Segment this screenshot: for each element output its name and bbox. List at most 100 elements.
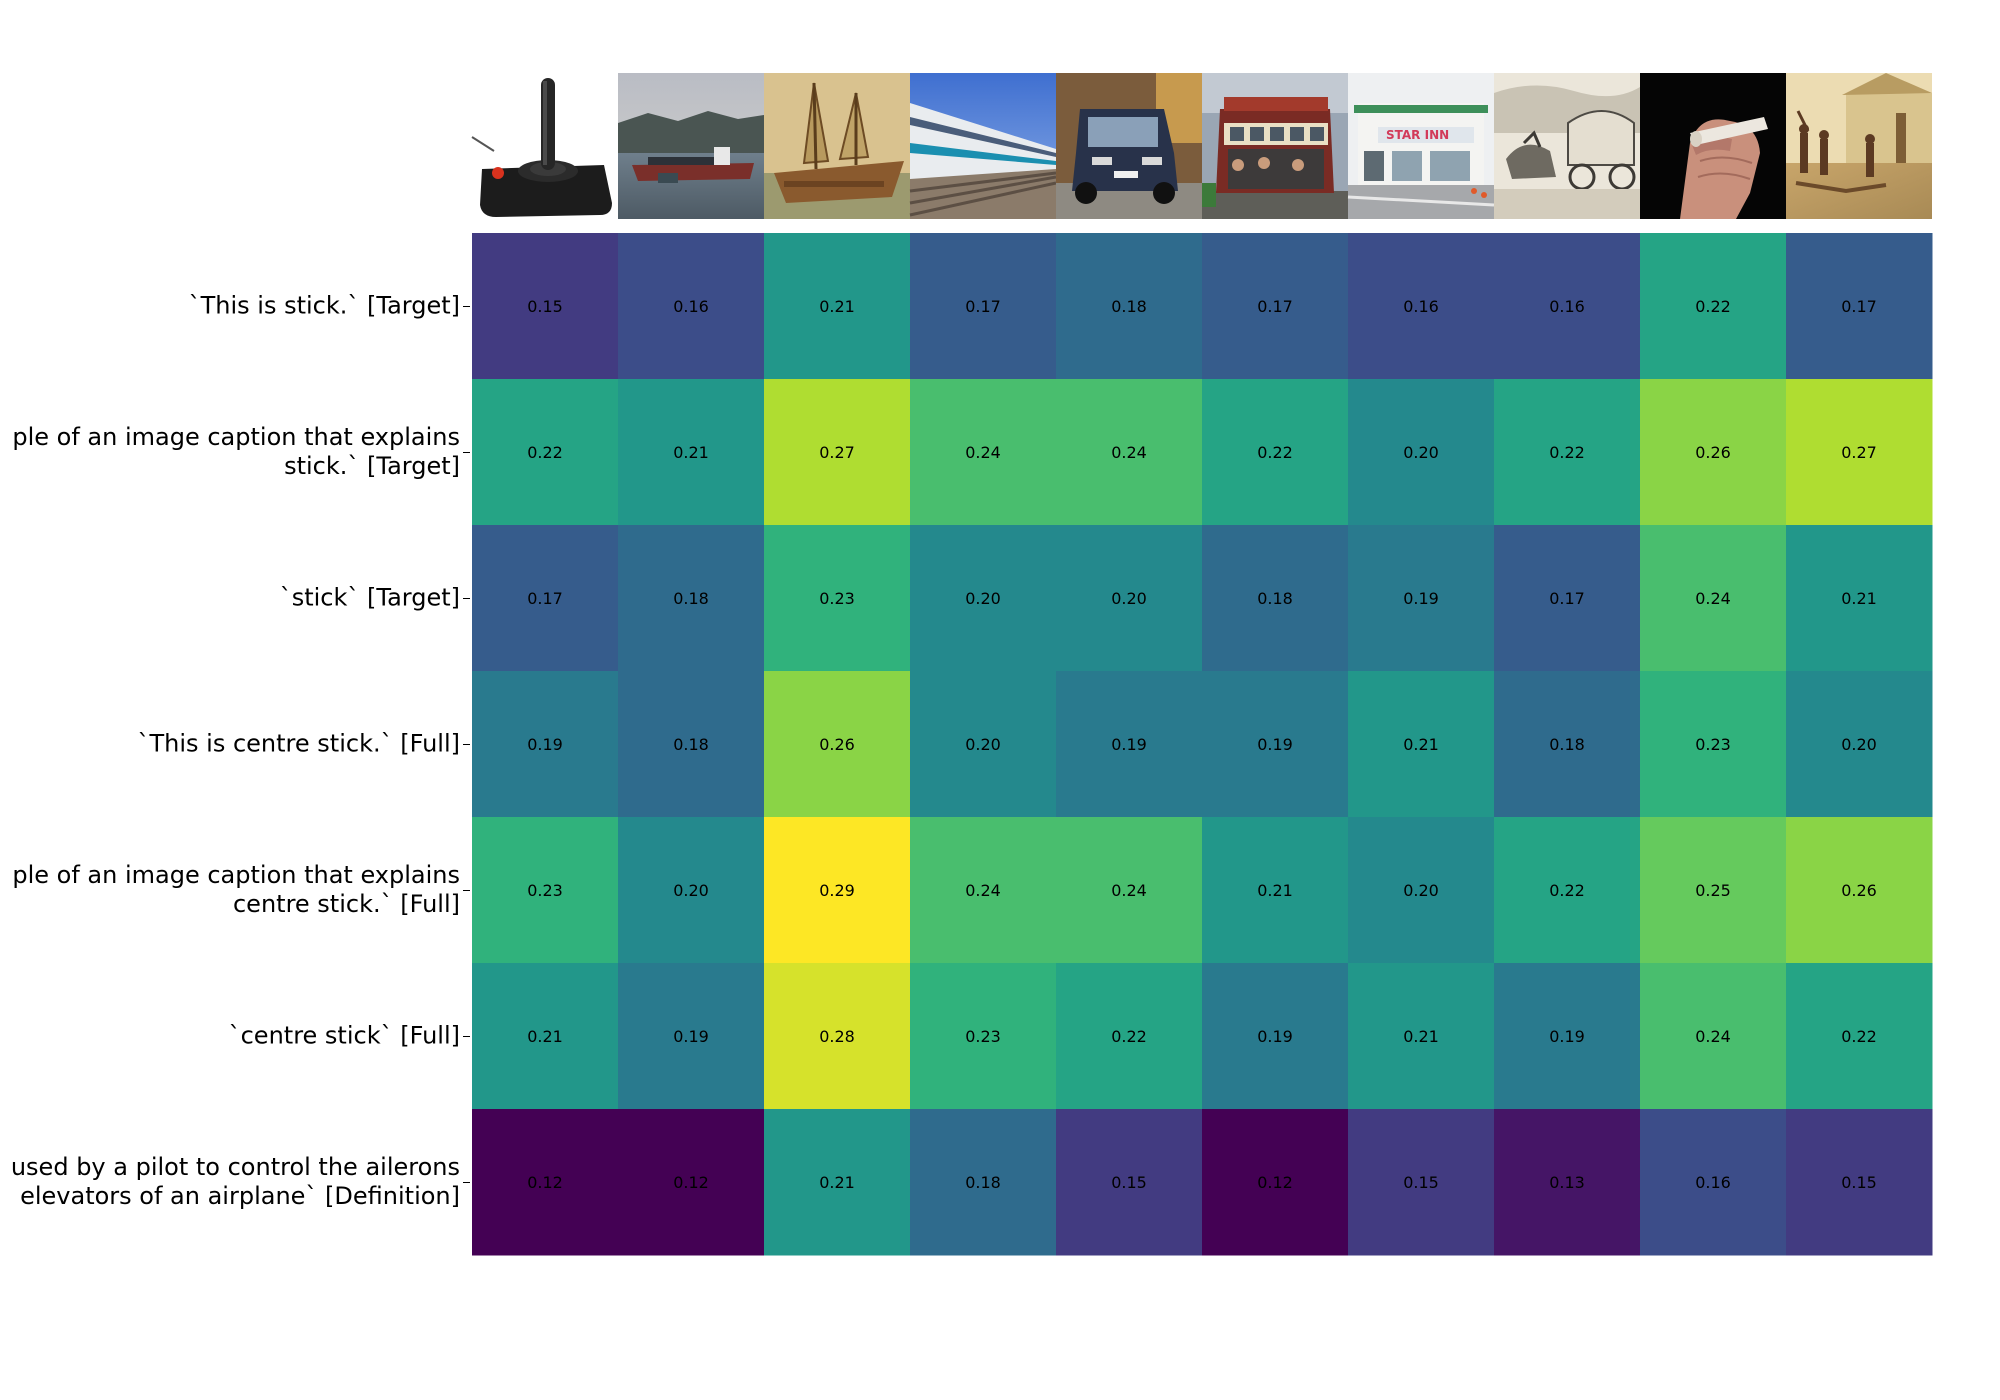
heatmap-cell-r2-c0: [472, 525, 619, 672]
heatmap-cell-r1-c1: [618, 379, 765, 526]
heatmap-cell-r4-c7: [1494, 817, 1641, 964]
cell-value-label-r1-c3: 0.24: [965, 443, 1001, 462]
thumbnail-wagon-sketch: [1494, 73, 1640, 219]
cell-value-label-r3-c7: 0.18: [1549, 735, 1585, 754]
heatmap-cell-r0-c1: [618, 233, 765, 380]
thumbnail-cargo-ship: [618, 73, 764, 219]
cell-value-label-r4-c3: 0.24: [965, 881, 1001, 900]
heatmap-cell-r4-c0: [472, 817, 619, 964]
heatmap-cell-r6-c5: [1202, 1109, 1349, 1256]
heatmap-cell-r1-c4: [1056, 379, 1203, 526]
heatmap-cell-r0-c8: [1640, 233, 1787, 380]
heatmap-cell-r1-c9: [1786, 379, 1933, 526]
cell-value-label-r5-c4: 0.22: [1111, 1027, 1147, 1046]
cell-value-label-r3-c6: 0.21: [1403, 735, 1439, 754]
cell-value-label-r6-c0: 0.12: [527, 1173, 563, 1192]
row-label-6: used by a pilot to control the ailerons …: [10, 1153, 460, 1210]
heatmap-cell-r5-c3: [910, 963, 1057, 1110]
heatmap-cell-r4-c5: [1202, 817, 1349, 964]
heatmap-cell-r2-c4: [1056, 525, 1203, 672]
cell-value-label-r3-c1: 0.18: [673, 735, 709, 754]
cell-value-label-r4-c9: 0.26: [1841, 881, 1877, 900]
heatmap-cell-r5-c8: [1640, 963, 1787, 1110]
heatmap-cell-r4-c1: [618, 817, 765, 964]
heatmap-cell-r2-c1: [618, 525, 765, 672]
cell-value-label-r5-c6: 0.21: [1403, 1027, 1439, 1046]
thumbnail-train: [909, 73, 1057, 219]
svg-text:STAR INN: STAR INN: [1386, 128, 1449, 142]
cell-value-label-r6-c4: 0.15: [1111, 1173, 1147, 1192]
heatmap-cell-r0-c3: [910, 233, 1057, 380]
cell-value-label-r5-c9: 0.22: [1841, 1027, 1877, 1046]
cell-value-label-r5-c7: 0.19: [1549, 1027, 1585, 1046]
heatmap-cell-r4-c9: [1786, 817, 1933, 964]
heatmap-cell-r4-c2: [764, 817, 911, 964]
heatmap-cell-r3-c6: [1348, 671, 1495, 818]
heatmap-cell-r6-c3: [910, 1109, 1057, 1256]
heatmap-cell-r2-c2: [764, 525, 911, 672]
row-label-4: ple of an image caption that explains ce…: [12, 861, 460, 918]
thumbnail-cable-car: [1202, 73, 1348, 219]
heatmap-cell-r5-c4: [1056, 963, 1203, 1110]
heatmap-cell-r2-c5: [1202, 525, 1349, 672]
cell-value-label-r3-c9: 0.20: [1841, 735, 1877, 754]
heatmap-cell-r1-c2: [764, 379, 911, 526]
heatmap-cell-r6-c0: [472, 1109, 619, 1256]
heatmap-cell-r1-c8: [1640, 379, 1787, 526]
heatmap-cell-r0-c0: [472, 233, 619, 380]
cell-value-label-r1-c0: 0.22: [527, 443, 563, 462]
thumbnail-joystick: [471, 73, 618, 219]
cell-value-label-r6-c9: 0.15: [1841, 1173, 1877, 1192]
heatmap-cell-r3-c0: [472, 671, 619, 818]
cell-value-label-r2-c6: 0.19: [1403, 589, 1439, 608]
heatmap-cell-r0-c5: [1202, 233, 1349, 380]
heatmap-cell-r6-c6: [1348, 1109, 1495, 1256]
row-label-1: ple of an image caption that explains st…: [12, 423, 460, 480]
heatmap-cell-r5-c5: [1202, 963, 1349, 1110]
cell-value-label-r5-c8: 0.24: [1695, 1027, 1731, 1046]
cell-value-label-r3-c8: 0.23: [1695, 735, 1731, 754]
thumbnail-historical-painting: [1786, 73, 1932, 219]
heatmap-cell-r4-c8: [1640, 817, 1787, 964]
cell-value-label-r1-c2: 0.27: [819, 443, 855, 462]
cell-value-label-r5-c2: 0.28: [819, 1027, 855, 1046]
thumbnail-hand: [1640, 73, 1786, 219]
cell-value-label-r6-c3: 0.18: [965, 1173, 1001, 1192]
cell-value-label-r4-c2: 0.29: [819, 881, 855, 900]
cell-value-label-r4-c6: 0.20: [1403, 881, 1439, 900]
row-tick-5: [463, 1036, 470, 1037]
row-tick-0: [463, 306, 470, 307]
row-tick-6: [463, 1182, 470, 1183]
heatmap-cells: [472, 233, 1933, 1256]
cell-value-label-r0-c8: 0.22: [1695, 297, 1731, 316]
cell-value-label-r2-c3: 0.20: [965, 589, 1001, 608]
row-tick-1: [463, 452, 470, 453]
cell-value-label-r1-c1: 0.21: [673, 443, 709, 462]
heatmap-cell-r5-c7: [1494, 963, 1641, 1110]
row-labels: `This is stick.` [Target] ple of an image…: [0, 0, 470, 1400]
cell-value-label-r6-c5: 0.12: [1257, 1173, 1293, 1192]
cell-value-label-r3-c5: 0.19: [1257, 735, 1293, 754]
cell-value-label-r3-c4: 0.19: [1111, 735, 1147, 754]
cell-value-label-r0-c5: 0.17: [1257, 297, 1293, 316]
heatmap-cell-r6-c7: [1494, 1109, 1641, 1256]
heatmap-cell-r2-c7: [1494, 525, 1641, 672]
cell-value-label-r4-c1: 0.20: [673, 881, 709, 900]
cell-value-label-r1-c9: 0.27: [1841, 443, 1877, 462]
heatmap-cell-r3-c5: [1202, 671, 1349, 818]
row-tick-2: [463, 598, 470, 599]
cell-value-label-r6-c7: 0.13: [1549, 1173, 1585, 1192]
heatmap-cell-r4-c4: [1056, 817, 1203, 964]
row-label-0: `This is stick.` [Target]: [188, 291, 460, 320]
cell-value-label-r0-c6: 0.16: [1403, 297, 1439, 316]
cell-value-label-r4-c5: 0.21: [1257, 881, 1293, 900]
row-tick-4: [463, 890, 470, 891]
row-tick-3: [463, 744, 470, 745]
heatmap-cell-r0-c9: [1786, 233, 1933, 380]
thumbnail-star-inn: STAR INN: [1347, 73, 1495, 219]
cell-value-label-r2-c2: 0.23: [819, 589, 855, 608]
heatmap-cell-r6-c9: [1786, 1109, 1933, 1256]
cell-value-label-r6-c1: 0.12: [673, 1173, 709, 1192]
cell-value-label-r5-c1: 0.19: [673, 1027, 709, 1046]
heatmap-cell-r0-c7: [1494, 233, 1641, 380]
